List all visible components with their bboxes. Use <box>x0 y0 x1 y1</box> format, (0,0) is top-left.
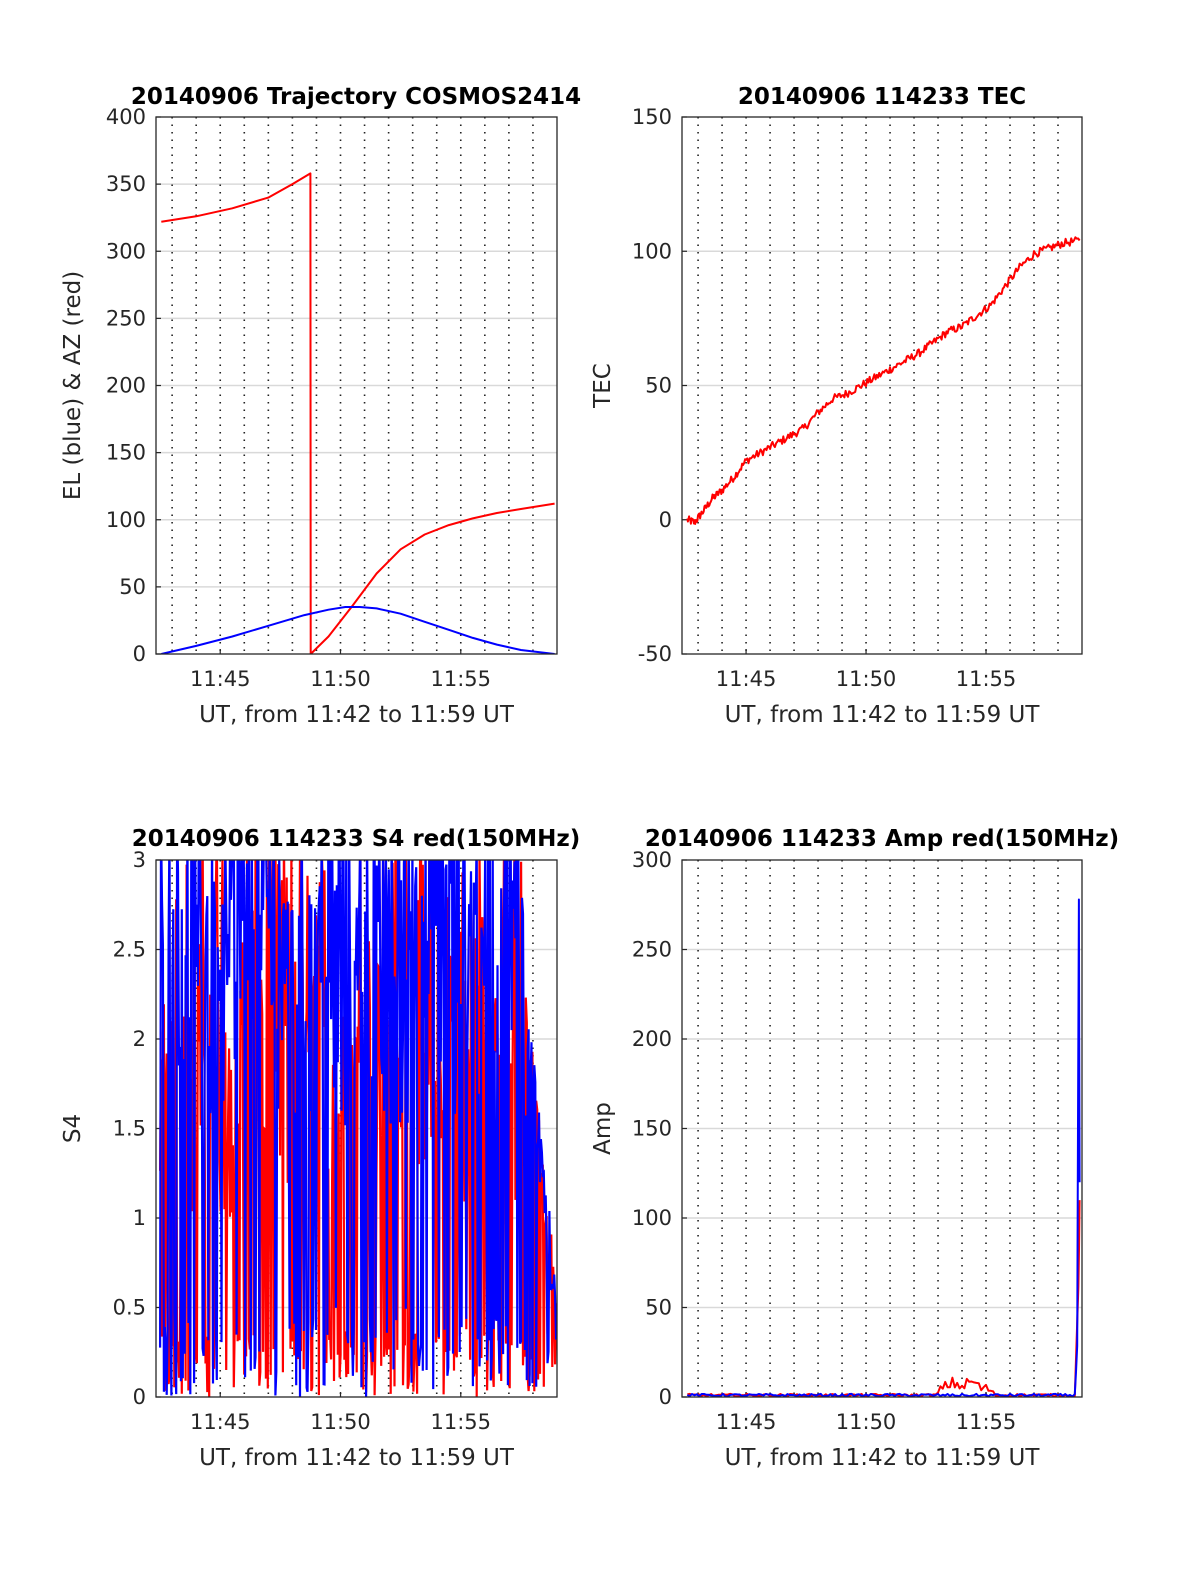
y-axis-label: S4 <box>60 1114 86 1143</box>
plot-area <box>159 860 557 1397</box>
series-line-blue <box>686 898 1081 1397</box>
x-axis-label: UT, from 11:42 to 11:59 UT <box>199 1445 515 1471</box>
plot-area <box>161 172 555 654</box>
y-tick-label: 250 <box>106 306 146 330</box>
axes-frame <box>155 859 558 1398</box>
y-tick-label: 100 <box>106 508 146 532</box>
y-axis-label: Amp <box>590 1102 616 1155</box>
y-tick-label: 0.5 <box>113 1296 146 1320</box>
y-tick-label: 150 <box>632 1117 672 1141</box>
plot-area <box>686 898 1081 1397</box>
y-tick-label: 150 <box>106 441 146 465</box>
y-tick-label: 0 <box>133 642 146 666</box>
x-axis-label: UT, from 11:42 to 11:59 UT <box>725 702 1041 728</box>
y-tick-label: 0 <box>133 1385 146 1409</box>
axes-frame <box>155 116 558 655</box>
x-tick-label: 11:55 <box>956 1410 1017 1434</box>
y-tick-label: 150 <box>632 105 672 129</box>
y-tick-label: 2.5 <box>113 938 146 962</box>
series-line-red <box>687 1200 1081 1397</box>
y-tick-label: -50 <box>638 642 672 666</box>
y-tick-label: 100 <box>632 1206 672 1230</box>
y-tick-label: 1 <box>133 1206 146 1230</box>
x-tick-label: 11:50 <box>310 667 371 691</box>
x-tick-label: 11:45 <box>716 1410 777 1434</box>
y-tick-label: 50 <box>645 1296 672 1320</box>
y-axis-label: EL (blue) & AZ (red) <box>60 271 86 500</box>
chart-title: 20140906 114233 S4 red(150MHz) <box>132 826 581 852</box>
y-tick-label: 300 <box>106 239 146 263</box>
chart-title: 20140906 114233 TEC <box>738 84 1026 110</box>
series-line-blue <box>161 606 555 654</box>
y-tick-label: 250 <box>632 938 672 962</box>
x-tick-label: 11:55 <box>956 667 1017 691</box>
x-tick-label: 11:55 <box>431 1410 492 1434</box>
chart-title: 20140906 Trajectory COSMOS2414 <box>131 84 581 110</box>
chart-panel-1: 0 50 100 150 200 250 300 350 400 11:45 11:50 11:55 2… <box>60 84 581 728</box>
x-tick-label: 11:45 <box>190 667 251 691</box>
x-axis-label: UT, from 11:42 to 11:59 UT <box>725 1445 1041 1471</box>
axes-frame <box>681 116 1083 655</box>
y-tick-label: 3 <box>133 848 146 872</box>
chart-panel-4: 0 50 100 150 200 250 300 11:45 11:50 11:55 2014090… <box>590 826 1119 1471</box>
x-tick-label: 11:55 <box>431 667 492 691</box>
y-tick-label: 300 <box>632 848 672 872</box>
y-tick-label: 400 <box>106 105 146 129</box>
y-tick-label: 200 <box>632 1027 672 1051</box>
x-axis-label: UT, from 11:42 to 11:59 UT <box>199 702 515 728</box>
y-tick-label: 200 <box>106 374 146 398</box>
series-line-red <box>686 236 1081 525</box>
y-axis-label: TEC <box>590 363 616 409</box>
x-tick-label: 11:50 <box>310 1410 371 1434</box>
x-tick-label: 11:50 <box>836 1410 897 1434</box>
x-tick-label: 11:45 <box>190 1410 251 1434</box>
y-tick-label: 0 <box>659 508 672 532</box>
x-tick-label: 11:50 <box>836 667 897 691</box>
s4-series-blue <box>159 860 557 1397</box>
y-tick-label: 50 <box>119 575 146 599</box>
y-tick-label: 100 <box>632 239 672 263</box>
chart-panel-3: 0 0.5 1 1.5 2 2.5 3 11:45 11:50 11:55 20140906 114… <box>60 826 581 1471</box>
x-tick-label: 11:45 <box>716 667 777 691</box>
axes-frame <box>681 859 1083 1398</box>
y-tick-label: 2 <box>133 1027 146 1051</box>
chart-title: 20140906 114233 Amp red(150MHz) <box>645 826 1119 852</box>
y-tick-label: 350 <box>106 172 146 196</box>
chart-panel-2: -50 0 50 100 150 11:45 11:50 11:55 20140906 1142… <box>590 84 1083 728</box>
y-tick-label: 1.5 <box>113 1117 146 1141</box>
plot-area <box>686 236 1081 525</box>
y-tick-label: 50 <box>645 374 672 398</box>
y-tick-label: 0 <box>659 1385 672 1409</box>
series-line-red <box>161 172 555 654</box>
